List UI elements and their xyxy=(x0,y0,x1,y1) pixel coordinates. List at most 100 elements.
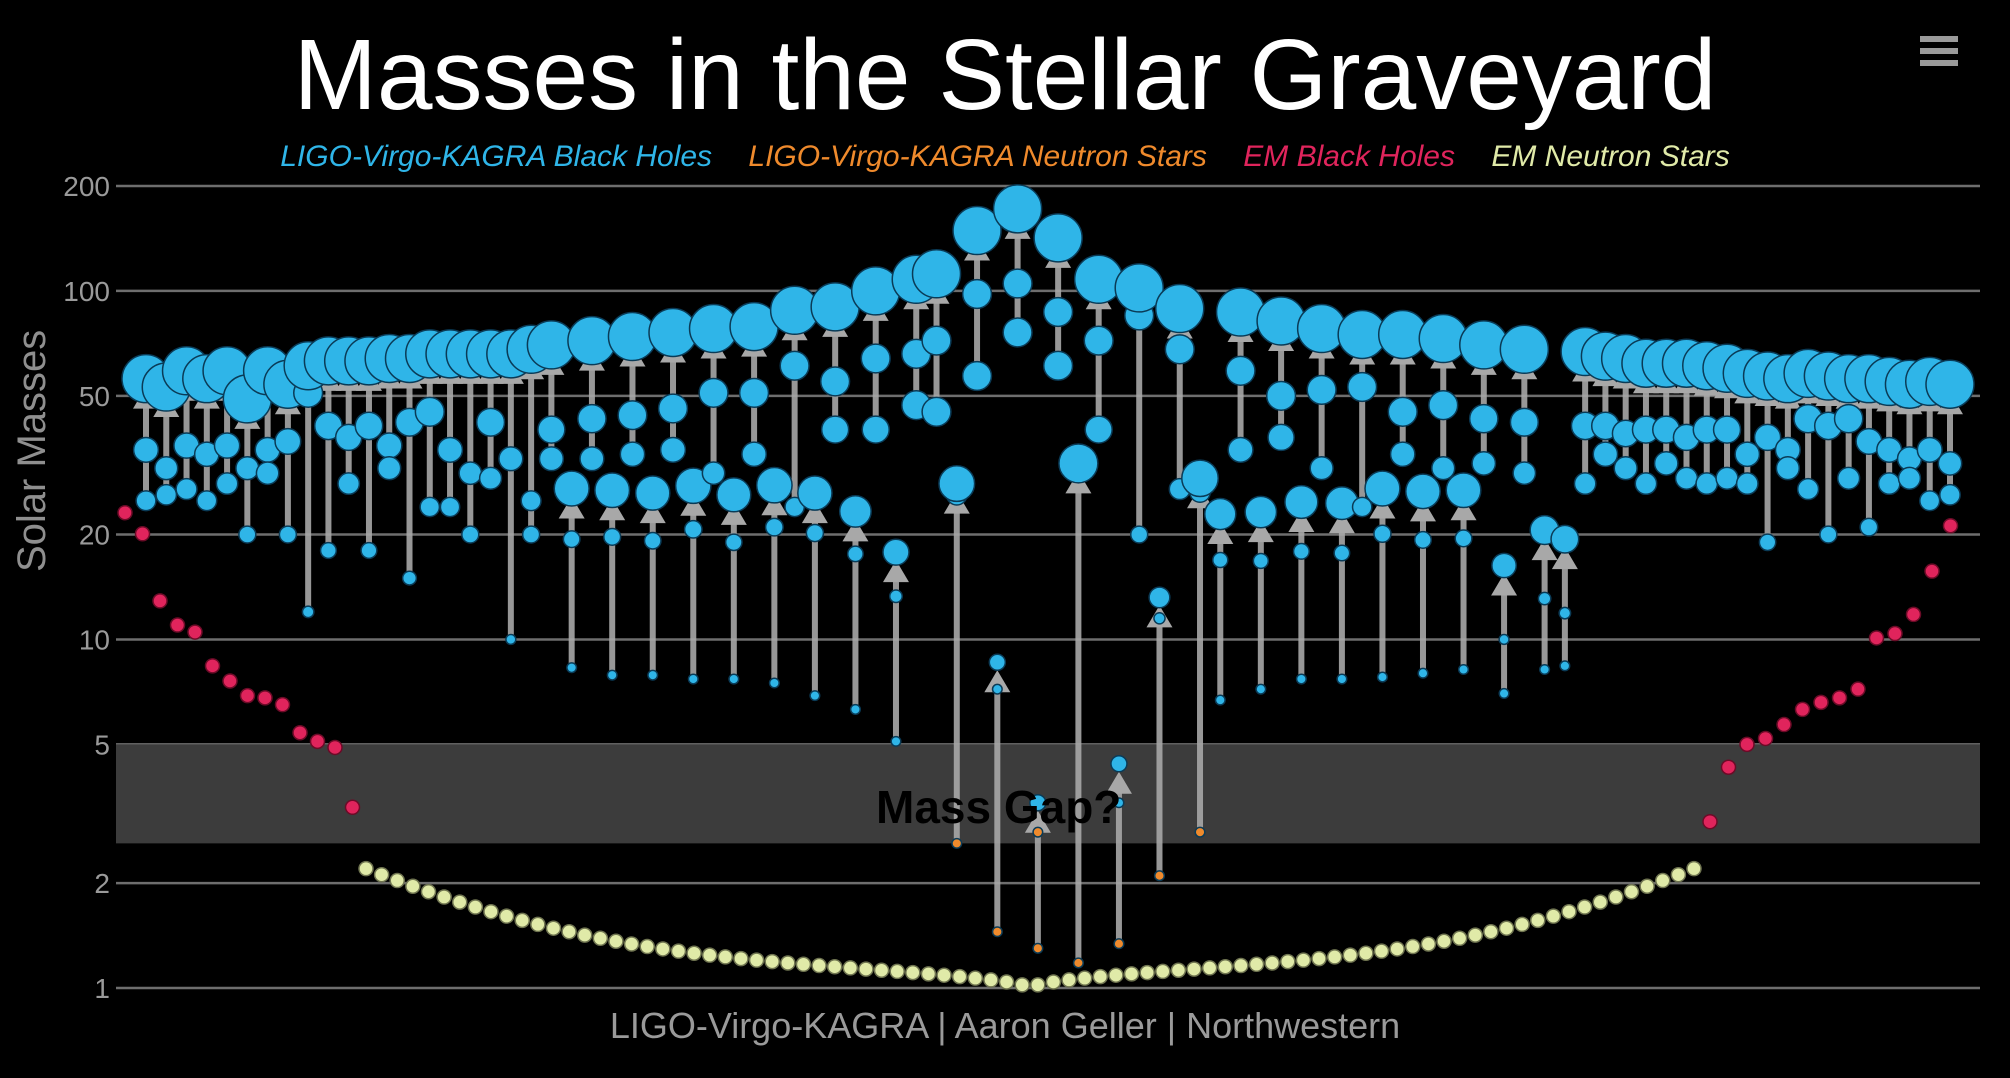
bh-progenitor-point xyxy=(768,677,780,689)
bh-progenitor-point xyxy=(861,415,890,444)
bh-progenitor-point xyxy=(1775,456,1801,481)
em-neutron-star-point xyxy=(655,941,671,957)
em-neutron-star-point xyxy=(451,894,468,910)
bh-progenitor-point xyxy=(1734,441,1761,468)
bh-remnant-point xyxy=(594,472,631,509)
em-neutron-star-point xyxy=(1498,920,1515,936)
bh-progenitor-point xyxy=(1428,390,1459,421)
bh-progenitor-point xyxy=(1292,542,1310,560)
em-black-hole-point xyxy=(222,673,238,689)
bh-progenitor-point xyxy=(1559,660,1571,672)
legend-item-em-black-holes[interactable]: EM Black Holes xyxy=(1243,140,1455,173)
em-neutron-star-point xyxy=(436,889,452,905)
y-tick-label: 5 xyxy=(94,729,110,760)
bh-progenitor-point xyxy=(1267,423,1295,452)
bh-remnant-point xyxy=(1445,472,1482,509)
bh-progenitor-point xyxy=(1153,870,1166,882)
em-neutron-star-point xyxy=(1170,962,1187,979)
mass-gap-band xyxy=(116,744,1980,844)
legend: LIGO-Virgo-KAGRA Black Holes LIGO-Virgo-… xyxy=(0,140,2010,174)
bh-progenitor-point xyxy=(319,541,338,560)
bh-remnant-point xyxy=(1204,497,1237,531)
em-neutron-star-point xyxy=(733,950,749,967)
em-neutron-star-point xyxy=(1451,930,1468,947)
em-black-hole-point xyxy=(117,504,133,521)
bh-progenitor-point xyxy=(1072,957,1084,969)
em-neutron-star-point xyxy=(1201,960,1218,976)
bh-progenitor-point xyxy=(1113,797,1125,809)
bh-progenitor-point xyxy=(657,393,689,424)
bh-progenitor-point xyxy=(659,436,687,463)
bh-progenitor-point xyxy=(1539,663,1551,676)
bh-progenitor-point xyxy=(175,477,198,501)
em-black-hole-point xyxy=(1794,701,1811,718)
em-neutron-star-point xyxy=(1248,956,1265,973)
em-neutron-star-point xyxy=(1092,968,1109,985)
em-neutron-star-point xyxy=(1530,912,1546,929)
y-tick-label: 50 xyxy=(79,381,110,412)
bh-progenitor-point xyxy=(436,436,464,463)
em-black-hole-point xyxy=(1813,694,1829,711)
merger-arrowhead xyxy=(1491,573,1518,596)
em-neutron-star-point xyxy=(764,953,780,970)
em-black-hole-point xyxy=(274,696,291,713)
bh-remnant-point xyxy=(1058,443,1099,484)
em-neutron-star-point xyxy=(951,968,968,985)
em-black-hole-point xyxy=(1757,730,1774,747)
em-neutron-star-point xyxy=(389,872,405,889)
bh-progenitor-point xyxy=(779,350,810,381)
bh-progenitor-point xyxy=(1897,466,1922,490)
bh-progenitor-point xyxy=(1255,683,1267,695)
em-neutron-star-point xyxy=(1139,964,1155,981)
em-neutron-star-point xyxy=(1342,947,1359,963)
bh-progenitor-point xyxy=(890,735,902,747)
bh-progenitor-point xyxy=(1498,633,1510,646)
bh-remnant-point xyxy=(1364,470,1401,507)
bh-progenitor-point xyxy=(1042,350,1074,381)
bh-progenitor-point xyxy=(1468,403,1499,434)
legend-item-ligo-neutron-stars[interactable]: LIGO-Virgo-KAGRA Neutron Stars xyxy=(748,140,1207,173)
bh-progenitor-point xyxy=(1336,673,1348,685)
bh-progenitor-point xyxy=(132,436,160,463)
em-neutron-star-point xyxy=(795,956,812,973)
bh-progenitor-point xyxy=(846,545,864,563)
bh-progenitor-point xyxy=(1454,529,1473,548)
bh-progenitor-point xyxy=(521,525,541,544)
bh-remnant-point xyxy=(1215,287,1266,337)
hamburger-icon[interactable] xyxy=(1920,36,1958,68)
bh-progenitor-point xyxy=(606,669,618,681)
bh-remnant-point xyxy=(1155,283,1205,334)
em-black-hole-point xyxy=(1702,813,1718,830)
bh-remnant-point xyxy=(1925,359,1975,409)
em-neutron-star-point xyxy=(576,927,593,943)
bh-progenitor-point xyxy=(505,633,517,646)
em-neutron-star-point xyxy=(1358,945,1374,961)
em-neutron-star-point xyxy=(1655,872,1671,889)
em-black-hole-point xyxy=(1942,517,1959,534)
bh-progenitor-point xyxy=(1919,490,1941,512)
bh-progenitor-point xyxy=(1695,472,1719,496)
merger-arrowhead xyxy=(761,493,788,516)
bh-progenitor-point xyxy=(475,407,506,437)
em-neutron-star-point xyxy=(1405,938,1421,955)
merger-arrowhead xyxy=(882,560,909,583)
legend-item-ligo-black-holes[interactable]: LIGO-Virgo-KAGRA Black Holes xyxy=(280,140,713,173)
bh-progenitor-point xyxy=(1153,611,1166,625)
legend-item-em-neutron-stars[interactable]: EM Neutron Stars xyxy=(1491,140,1730,173)
bh-progenitor-point xyxy=(805,523,825,543)
bh-progenitor-point xyxy=(301,605,315,619)
bh-progenitor-point xyxy=(1042,296,1074,328)
bh-progenitor-point xyxy=(1753,423,1782,452)
em-neutron-star-point xyxy=(1561,903,1577,920)
em-neutron-star-point xyxy=(1686,860,1702,877)
em-neutron-star-point xyxy=(1670,866,1687,883)
bh-progenitor-point xyxy=(683,519,703,539)
em-neutron-star-point xyxy=(1155,963,1171,980)
em-neutron-star-point xyxy=(623,936,640,952)
em-neutron-star-point xyxy=(530,916,546,933)
bh-progenitor-point xyxy=(213,432,241,459)
bh-remnant-point xyxy=(1499,324,1550,375)
em-neutron-star-point xyxy=(873,962,890,979)
em-neutron-star-point xyxy=(1186,961,1202,977)
